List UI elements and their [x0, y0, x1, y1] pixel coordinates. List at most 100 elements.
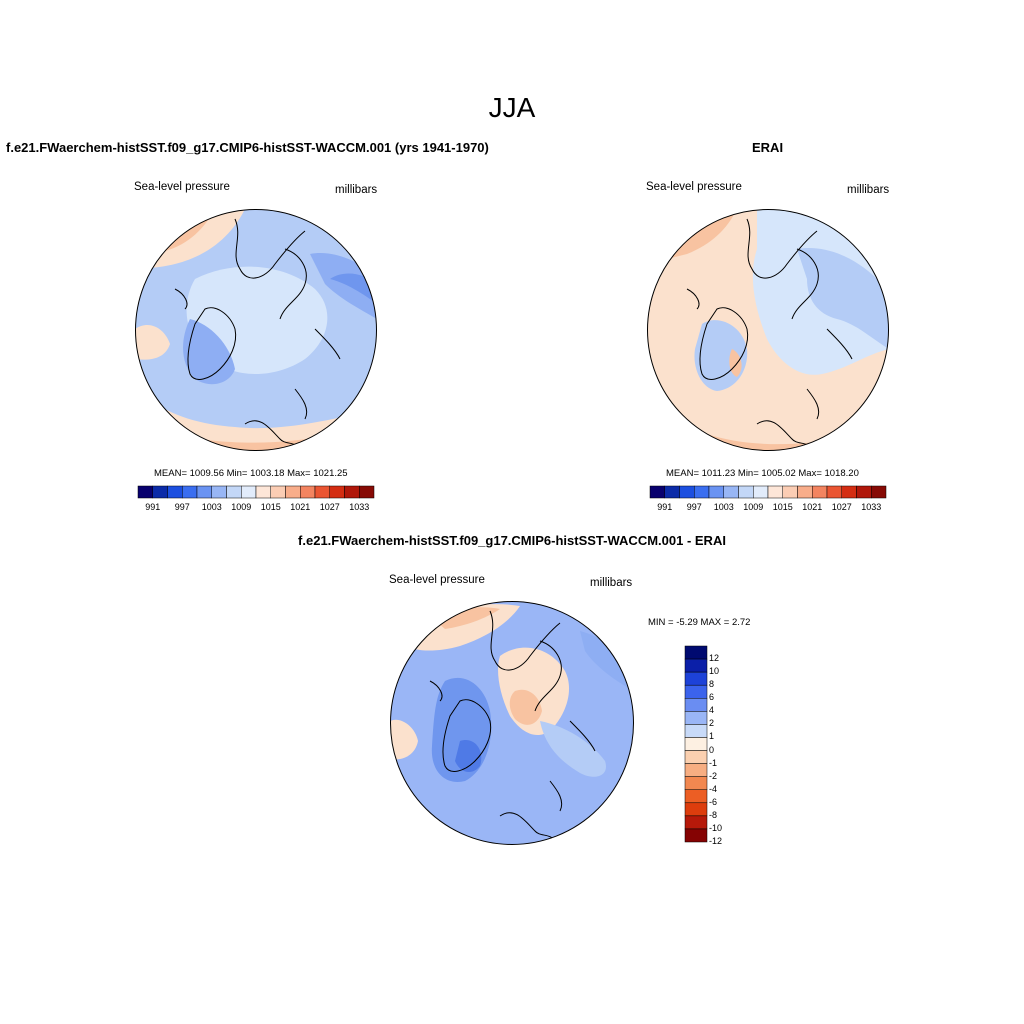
- colorbar-swatch: [152, 485, 168, 499]
- colorbar-swatch: [684, 763, 708, 777]
- diff-stats: MIN = -5.29 MAX = 2.72: [648, 617, 751, 628]
- colorbar-swatch: [226, 485, 242, 499]
- colorbar-swatch: [196, 485, 212, 499]
- colorbar-swatch: [684, 658, 708, 673]
- right-panel-title: ERAI: [752, 140, 784, 155]
- diff-colorbar: [684, 645, 708, 843]
- colorbar-swatch: [684, 737, 708, 751]
- colorbar-swatch: [767, 485, 783, 499]
- colorbar-tick-label: 1033: [861, 502, 882, 512]
- colorbar-tick-label: 2: [709, 718, 715, 729]
- colorbar-swatch: [684, 698, 708, 712]
- colorbar-tick-label: 1009: [743, 502, 764, 512]
- colorbar-swatch: [684, 828, 708, 843]
- colorbar-swatch: [684, 815, 708, 830]
- colorbar-tick-label: -1: [709, 757, 718, 768]
- colorbar-tick-label: 1003: [201, 502, 222, 512]
- right-map-border: [647, 209, 889, 451]
- colorbar-tick-label: -12: [709, 836, 723, 846]
- season-title: JJA: [488, 92, 536, 123]
- colorbar-swatch: [723, 485, 739, 499]
- colorbar-tick-label: 4: [709, 705, 715, 716]
- right-coastlines: [686, 218, 853, 450]
- colorbar-tick-label: 1021: [290, 502, 311, 512]
- colorbar-tick-label: 1015: [772, 502, 793, 512]
- colorbar-tick-label: 1015: [260, 502, 281, 512]
- colorbar-swatch: [797, 485, 813, 499]
- diff-coastlines: [429, 610, 596, 842]
- left-polar-map: [135, 209, 377, 451]
- colorbar-swatch: [684, 671, 708, 686]
- diff-variable-label: Sea-level pressure: [389, 574, 485, 586]
- colorbar-swatch: [684, 789, 708, 804]
- colorbar-tick-label: 6: [709, 692, 715, 703]
- colorbar-tick-label: 12: [709, 653, 720, 664]
- left-coastlines: [174, 218, 341, 450]
- diff-panel-title: f.e21.FWaerchem-histSST.f09_g17.CMIP6-hi…: [298, 533, 726, 548]
- colorbar-tick-label: 1: [709, 731, 715, 742]
- colorbar-swatch: [738, 485, 754, 499]
- colorbar-tick-label: 1009: [231, 502, 252, 512]
- colorbar-swatch: [812, 485, 828, 499]
- colorbar-swatch: [856, 485, 872, 499]
- colorbar-swatch: [300, 485, 316, 499]
- colorbar-swatch: [841, 485, 857, 499]
- colorbar-tick-label: 997: [174, 502, 190, 512]
- colorbar-tick-label: -10: [709, 822, 723, 833]
- left-map-border: [135, 209, 377, 451]
- colorbar-tick-label: 10: [709, 666, 720, 677]
- colorbar-tick-label: 8: [709, 679, 715, 690]
- colorbar-tick-label: -4: [709, 783, 718, 794]
- colorbar-tick-label: 1021: [802, 502, 823, 512]
- colorbar-swatch: [871, 485, 887, 499]
- colorbar-swatch: [359, 485, 375, 499]
- left-greenland-low: [183, 319, 235, 385]
- colorbar-swatch: [694, 485, 710, 499]
- right-stats: MEAN= 1011.23 Min= 1005.02 Max= 1018.20: [666, 468, 859, 479]
- colorbar-tick-label: 0: [709, 744, 715, 755]
- colorbar-swatch: [211, 485, 227, 499]
- colorbar-tick-label: -2: [709, 770, 718, 781]
- left-variable-label: Sea-level pressure: [134, 181, 230, 193]
- colorbar-swatch: [182, 485, 198, 499]
- colorbar-swatch: [684, 802, 708, 817]
- colorbar-tick-label: 991: [145, 502, 161, 512]
- colorbar-swatch: [314, 485, 330, 499]
- colorbar-tick-label: 1003: [713, 502, 734, 512]
- colorbar-tick-label: 1027: [831, 502, 852, 512]
- colorbar-swatch: [684, 776, 708, 790]
- colorbar-swatch: [649, 485, 665, 499]
- colorbar-tick-label: 1027: [319, 502, 340, 512]
- colorbar-swatch: [270, 485, 286, 499]
- colorbar-swatch: [753, 485, 769, 499]
- colorbar-tick-label: 997: [686, 502, 702, 512]
- colorbar-swatch: [684, 645, 708, 660]
- diff-units-label: millibars: [590, 577, 633, 589]
- colorbar-swatch: [167, 485, 183, 499]
- colorbar-swatch: [241, 485, 257, 499]
- colorbar-swatch: [826, 485, 842, 499]
- colorbar-swatch: [344, 485, 360, 499]
- diff-map-border: [390, 601, 634, 845]
- diff-polar-map: [390, 601, 634, 845]
- colorbar-swatch: [684, 711, 708, 725]
- right-polar-map: [647, 209, 889, 451]
- colorbar-swatch: [137, 485, 153, 499]
- colorbar-swatch: [329, 485, 345, 499]
- colorbar-swatch: [708, 485, 724, 499]
- colorbar-tick-label: 1033: [349, 502, 370, 512]
- colorbar-swatch: [684, 750, 708, 764]
- colorbar-swatch: [782, 485, 798, 499]
- left-units-label: millibars: [335, 184, 378, 196]
- left-colorbar: [137, 485, 375, 499]
- colorbar-swatch: [664, 485, 680, 499]
- colorbar-swatch: [255, 485, 271, 499]
- left-stats: MEAN= 1009.56 Min= 1003.18 Max= 1021.25: [154, 468, 348, 479]
- right-units-label: millibars: [847, 184, 890, 196]
- colorbar-swatch: [684, 684, 708, 699]
- left-panel-title: f.e21.FWaerchem-histSST.f09_g17.CMIP6-hi…: [6, 140, 489, 155]
- colorbar-swatch: [684, 724, 708, 738]
- colorbar-swatch: [679, 485, 695, 499]
- colorbar-tick-label: -6: [709, 796, 718, 807]
- colorbar-tick-label: -8: [709, 809, 718, 820]
